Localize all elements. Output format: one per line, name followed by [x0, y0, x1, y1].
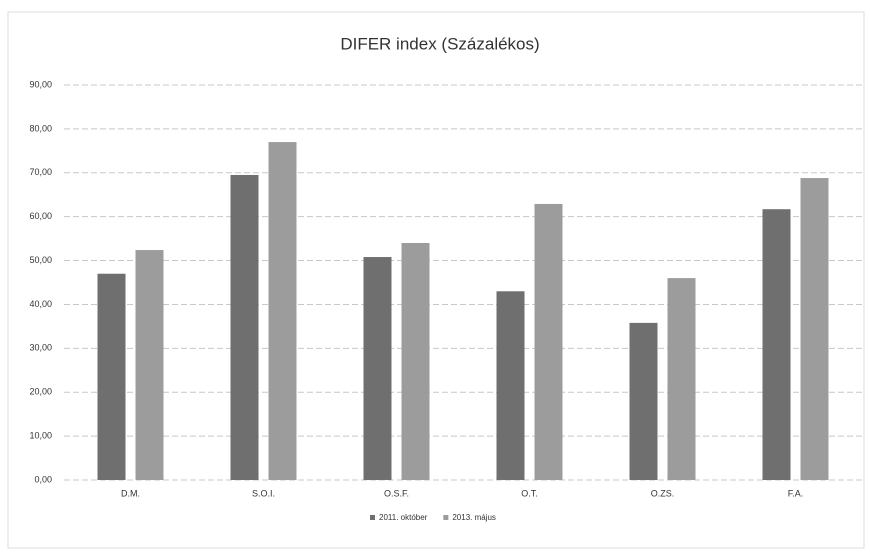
x-tick-label: F.A. [788, 488, 804, 498]
y-tick-label: 60,00 [29, 211, 52, 221]
x-tick-label: S.O.I. [252, 488, 275, 498]
y-tick-label: 70,00 [29, 167, 52, 177]
x-tick-label: O.ZS. [651, 488, 675, 498]
x-tick-label: O.S.F. [384, 488, 409, 498]
legend-swatch [443, 515, 449, 520]
y-tick-label: 10,00 [29, 430, 52, 440]
bar [97, 273, 126, 480]
legend-label: 2011. október [379, 513, 428, 522]
bar [800, 178, 829, 481]
bar [363, 257, 392, 480]
legend-label: 2013. május [452, 513, 496, 522]
bar [496, 291, 525, 480]
bar [268, 142, 297, 481]
y-tick-label: 30,00 [29, 343, 52, 353]
y-tick-label: 40,00 [29, 299, 52, 309]
bar [667, 278, 696, 480]
y-tick-label: 80,00 [29, 123, 52, 133]
y-tick-label: 20,00 [29, 387, 52, 397]
bar [762, 209, 791, 480]
chart-title: DIFER index (Százalékos) [340, 34, 539, 53]
bar [401, 243, 430, 480]
bar [230, 174, 259, 480]
x-tick-label: D.M. [121, 488, 140, 498]
y-tick-label: 0,00 [34, 474, 52, 484]
bar [135, 250, 164, 480]
y-tick-label: 90,00 [29, 79, 52, 89]
y-tick-label: 50,00 [29, 255, 52, 265]
bar [629, 322, 658, 480]
x-tick-label: O.T. [521, 488, 538, 498]
legend-swatch [370, 515, 375, 520]
chart-frame [7, 11, 865, 549]
bar [534, 203, 563, 480]
